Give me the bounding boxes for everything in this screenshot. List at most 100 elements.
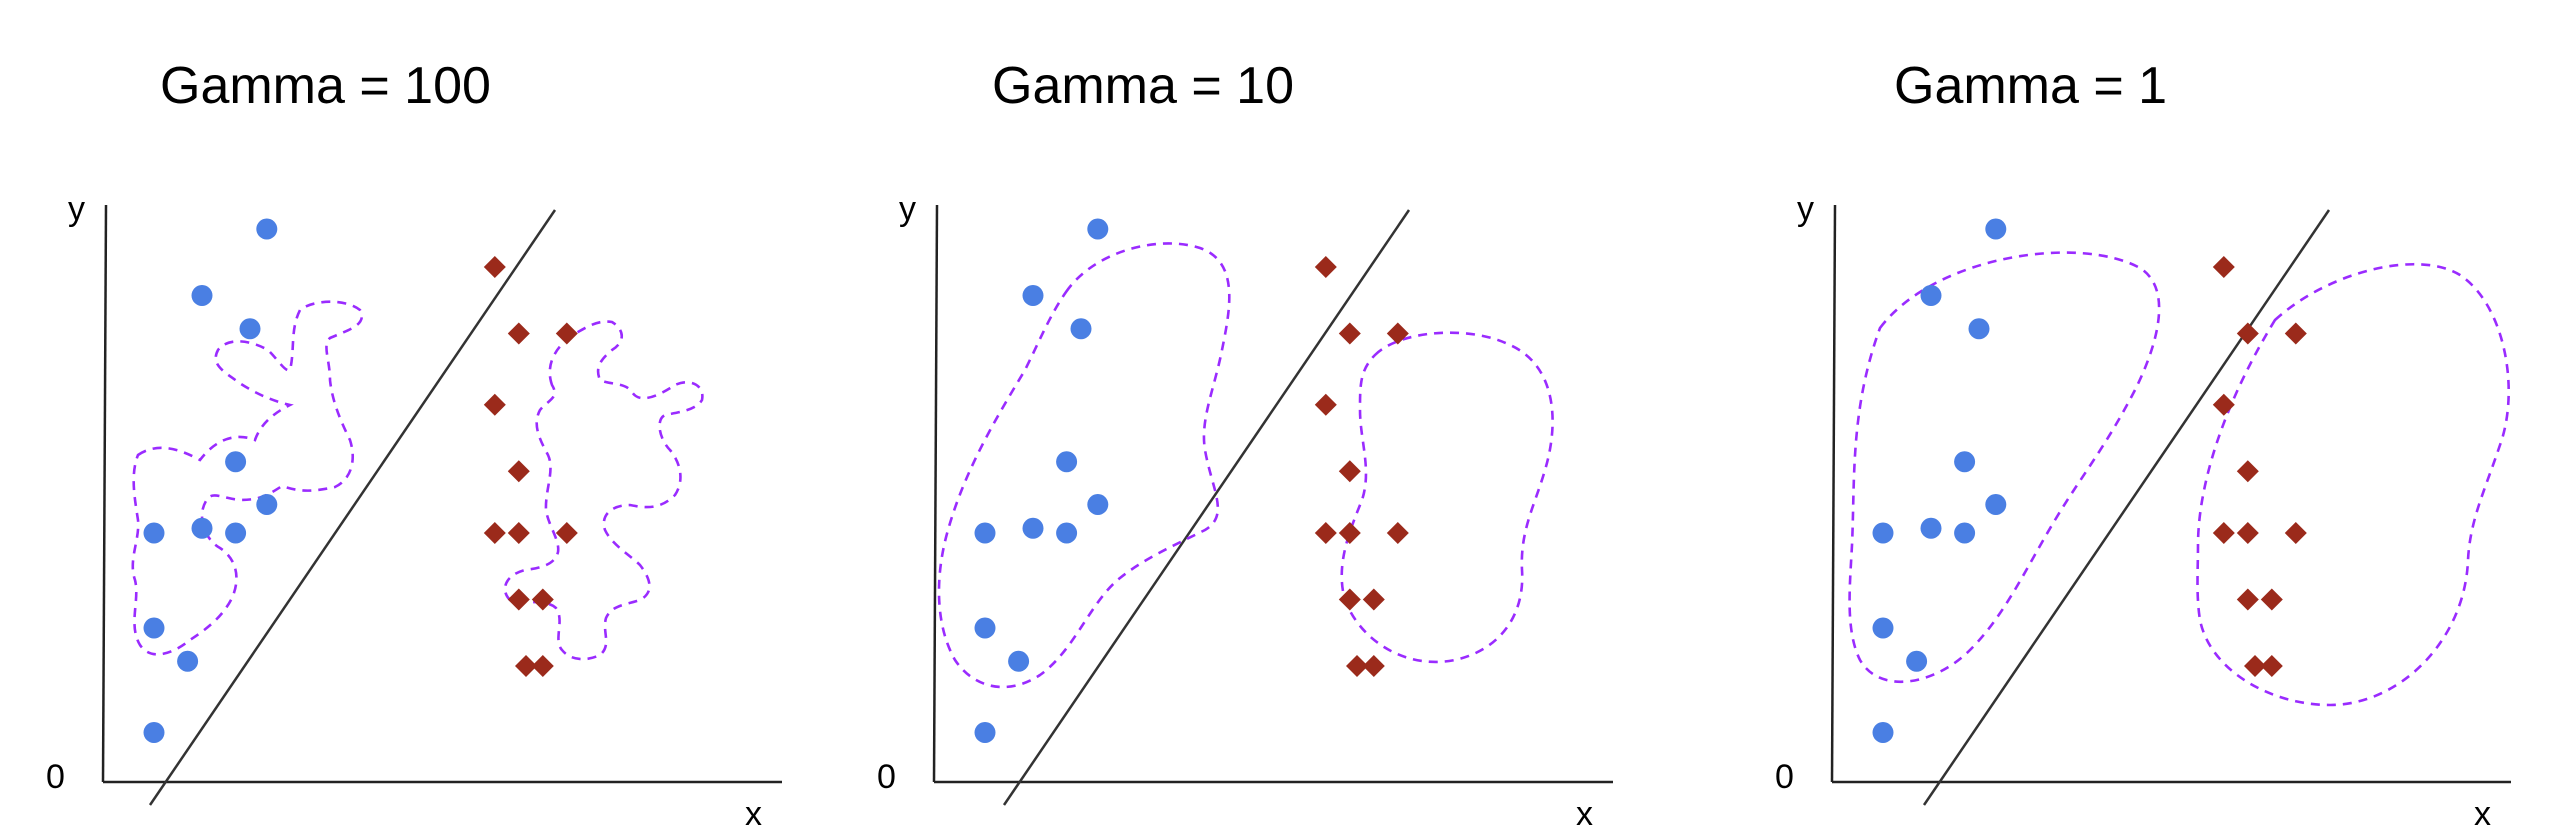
class-a-point [1872, 722, 1894, 743]
origin-label: 0 [46, 758, 65, 796]
class-a-point [1906, 650, 1928, 672]
class-a-point [1954, 451, 1976, 473]
class-b-boundary-outline [503, 320, 704, 661]
panel-gamma-100: Gamma = 100 y x 0 [46, 57, 782, 833]
class-a-point [143, 522, 165, 544]
class-a-point [225, 451, 247, 473]
class-b-point [531, 588, 554, 611]
class-b-point [483, 256, 506, 278]
class-b-points [1314, 256, 1409, 677]
class-a-point [1070, 318, 1092, 340]
class-a-point [1056, 522, 1078, 544]
class-b-point [1338, 460, 1361, 483]
class-a-point [143, 722, 165, 743]
class-a-point [1920, 285, 1942, 306]
class-a-point [974, 617, 996, 639]
class-b-point [2212, 522, 2235, 544]
origin-label: 0 [1775, 758, 1794, 796]
class-b-point [515, 655, 537, 677]
class-b-point [2284, 322, 2307, 345]
class-b-point [1314, 256, 1337, 278]
class-a-point [256, 494, 278, 515]
panel-title: Gamma = 10 [992, 57, 1294, 115]
class-b-point [2212, 393, 2235, 416]
class-b-boundary-outline [2196, 263, 2510, 707]
y-axis-label: y [899, 190, 916, 228]
class-a-point [191, 517, 213, 539]
class-a-point [256, 218, 278, 240]
class-a-point [1087, 494, 1109, 515]
class-b-point [2260, 588, 2283, 611]
class-b-point [507, 588, 530, 611]
class-a-points [1872, 218, 2007, 743]
class-b-point [1314, 393, 1337, 416]
x-axis-label: x [1576, 795, 1593, 833]
class-b-point [1338, 322, 1361, 345]
class-b-point [2260, 655, 2283, 677]
class-a-point [974, 722, 996, 743]
class-b-point [507, 322, 530, 345]
class-a-point [1968, 318, 1990, 340]
class-a-point [1985, 218, 2007, 240]
decision-boundary [1002, 209, 1411, 806]
class-a-point [1022, 285, 1044, 306]
class-b-point [1338, 522, 1361, 544]
class-a-point [177, 650, 199, 672]
decision-boundary [148, 209, 557, 806]
class-b-point [2244, 655, 2266, 677]
class-b-point [1386, 522, 1409, 544]
x-axis-label: x [2474, 795, 2491, 833]
class-a-point [974, 522, 996, 544]
panel-title: Gamma = 1 [1894, 57, 2167, 115]
class-b-point [1314, 522, 1337, 544]
class-b-points [2212, 256, 2307, 677]
class-b-points [483, 256, 578, 677]
class-a-points [974, 218, 1109, 743]
class-b-point [531, 655, 554, 677]
class-a-point [1872, 617, 1894, 639]
class-a-point [1954, 522, 1976, 544]
class-b-point [483, 522, 506, 544]
class-a-point [1008, 650, 1030, 672]
origin-label: 0 [877, 758, 896, 796]
class-b-point [1362, 588, 1385, 611]
class-a-boundary-outline [1848, 251, 2161, 683]
class-b-point [483, 393, 506, 416]
class-a-point [1920, 517, 1942, 539]
class-b-point [2236, 322, 2259, 345]
class-b-point [2236, 522, 2259, 544]
class-b-point [2212, 256, 2235, 278]
class-a-point [225, 522, 247, 544]
class-a-point [191, 285, 213, 306]
class-b-point [2236, 588, 2259, 611]
class-b-point [2236, 460, 2259, 483]
y-axis-label: y [68, 190, 85, 228]
class-a-boundary-outline [131, 300, 364, 656]
class-b-point [555, 522, 578, 544]
y-axis-label: y [1797, 190, 1814, 228]
class-a-point [1022, 517, 1044, 539]
class-b-point [1338, 588, 1361, 611]
class-a-boundary-outline [937, 242, 1231, 689]
class-b-point [507, 460, 530, 483]
panel-gamma-1: Gamma = 1 y x 0 [1775, 57, 2511, 833]
class-b-point [1362, 655, 1385, 677]
panel-gamma-10: Gamma = 10 y x 0 [877, 57, 1613, 833]
y-axis [1830, 204, 1837, 783]
class-b-point [1346, 655, 1368, 677]
class-a-point [1056, 451, 1078, 473]
x-axis-label: x [745, 795, 762, 833]
class-b-point [555, 322, 578, 345]
class-a-point [1872, 522, 1894, 544]
class-a-point [1087, 218, 1109, 240]
class-b-point [2284, 522, 2307, 544]
class-b-boundary-outline [1340, 331, 1554, 664]
class-a-points [143, 218, 278, 743]
class-b-point [1386, 322, 1409, 345]
y-axis [932, 204, 939, 783]
class-a-point [1985, 494, 2007, 515]
y-axis [101, 204, 108, 783]
decision-boundary [1922, 209, 2331, 806]
class-b-point [507, 522, 530, 544]
